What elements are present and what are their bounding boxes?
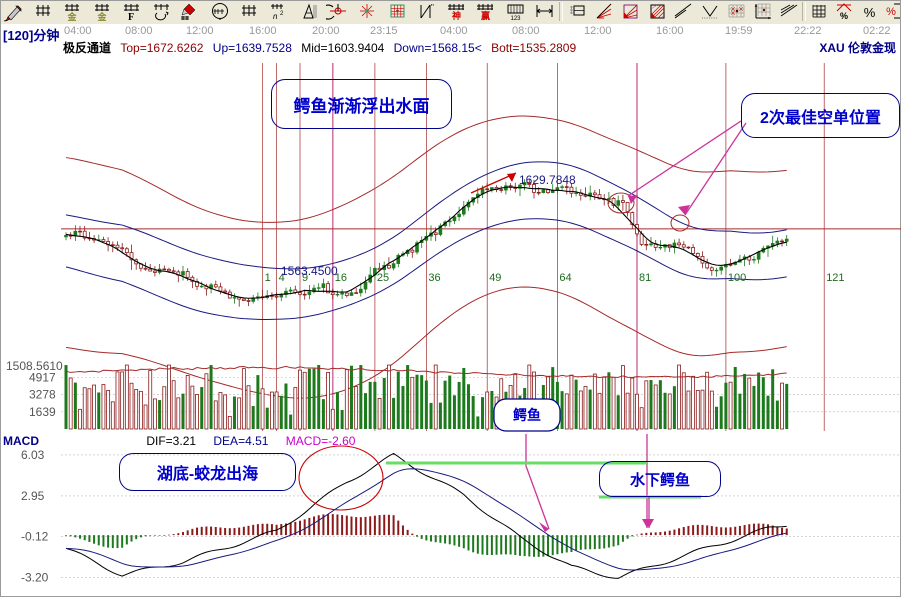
svg-text:鳄鱼: 鳄鱼 <box>513 407 541 423</box>
svg-text:100: 100 <box>728 272 746 284</box>
svg-text:3278: 3278 <box>29 388 56 402</box>
svg-text:-0.12: -0.12 <box>21 530 49 544</box>
svg-text:1563.4500: 1563.4500 <box>281 264 338 278</box>
svg-text:81: 81 <box>639 272 651 284</box>
svg-text:36: 36 <box>428 272 440 284</box>
svg-text:49: 49 <box>489 272 501 284</box>
svg-text:64: 64 <box>559 272 571 284</box>
svg-text:2.95: 2.95 <box>21 489 45 503</box>
svg-text:1639: 1639 <box>29 405 56 419</box>
svg-text:4917: 4917 <box>29 371 56 385</box>
svg-text:6.03: 6.03 <box>21 448 45 462</box>
svg-text:25: 25 <box>377 272 389 284</box>
svg-text:1629.7848: 1629.7848 <box>519 173 576 187</box>
svg-text:1: 1 <box>265 272 271 284</box>
svg-text:121: 121 <box>826 272 844 284</box>
svg-text:-3.20: -3.20 <box>21 571 49 585</box>
